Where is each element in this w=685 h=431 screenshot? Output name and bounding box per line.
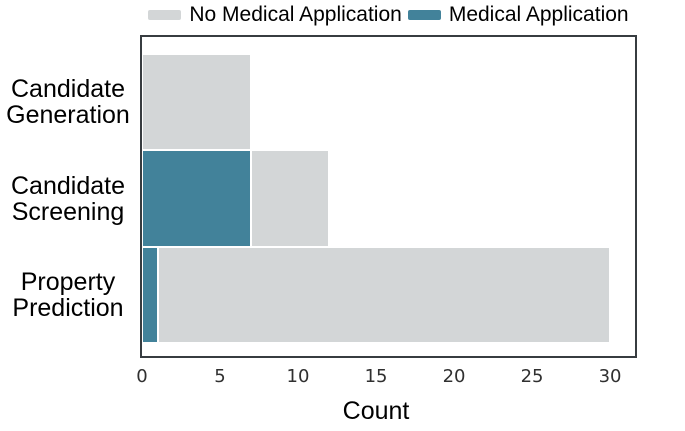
bar-segment-candidate-screening-medical-application (142, 150, 252, 247)
legend-item-medical-application: Medical Application (407, 2, 629, 28)
legend-swatch-icon-no-medical-application (148, 10, 182, 20)
y-tick-label-property-prediction: Property Prediction (0, 269, 136, 321)
x-tick-label-10: 10 (286, 366, 310, 387)
plot-area (140, 35, 637, 358)
x-axis-title: Count (342, 397, 410, 425)
x-tick-label-25: 25 (520, 366, 544, 387)
legend-swatch-icon-medical-application (407, 10, 441, 20)
legend-label-no-medical-application: No Medical Application (189, 3, 402, 26)
y-axis-category-labels: Candidate Generation Candidate Screening Pro… (0, 37, 136, 356)
x-tick-label-30: 30 (598, 366, 622, 387)
legend-item-no-medical-application: No Medical Application (148, 2, 402, 28)
bar-segment-candidate-generation-no-medical-application (142, 54, 252, 151)
bar-segment-property-prediction-medical-application (142, 246, 158, 343)
x-tick-label-5: 5 (214, 366, 226, 387)
y-tick-label-line: Screening (11, 197, 125, 226)
x-tick-label-0: 0 (136, 366, 148, 387)
x-tick-label-20: 20 (442, 366, 466, 387)
y-tick-label-line: Candidate (11, 171, 125, 200)
x-axis-tick-labels: 0 5 10 15 20 25 30 (136, 366, 635, 387)
bar-segment-property-prediction-no-medical-application (157, 246, 611, 343)
y-tick-label-candidate-screening: Candidate Screening (0, 173, 136, 225)
chart-legend: No Medical Application Medical Applicatio… (140, 0, 637, 30)
legend-label-medical-application: Medical Application (448, 3, 629, 26)
bar-segment-candidate-screening-no-medical-application (251, 150, 330, 247)
y-tick-label-line: Candidate (11, 75, 125, 104)
y-tick-label-line: Generation (6, 101, 130, 130)
y-tick-label-candidate-generation: Candidate Generation (0, 76, 136, 128)
y-tick-label-line: Prediction (12, 293, 124, 322)
x-tick-label-15: 15 (364, 366, 388, 387)
y-tick-label-line: Property (20, 267, 116, 296)
